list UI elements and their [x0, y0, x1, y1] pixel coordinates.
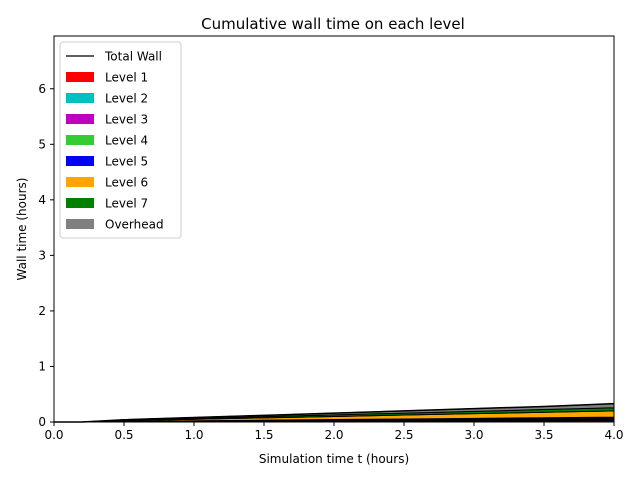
legend-label-total-wall: Total Wall — [104, 50, 162, 64]
x-axis-label: Simulation time t (hours) — [259, 452, 409, 466]
x-tick-label: 1.5 — [254, 428, 273, 442]
x-tick-label: 0.5 — [114, 428, 133, 442]
y-tick-label: 3 — [38, 248, 46, 262]
y-tick-label: 1 — [38, 359, 46, 373]
y-axis-label: Wall time (hours) — [15, 178, 29, 281]
x-axis-ticks: 0.0 0.5 1.0 1.5 2.0 2.5 3.0 3.5 4.0 — [44, 422, 624, 442]
y-tick-label: 5 — [38, 137, 46, 151]
legend-label-level-3: Level 3 — [105, 113, 148, 127]
legend-items: Total Wall Level 1 Level 2 Level 3 Level 4 Le… — [66, 50, 164, 232]
legend-label-level-7: Level 7 — [105, 197, 148, 211]
legend-swatch-level-5 — [66, 156, 94, 166]
x-tick-label: 0.0 — [44, 428, 63, 442]
y-axis-ticks: 0 1 2 3 4 5 6 — [38, 82, 54, 429]
legend-swatch-level-1 — [66, 72, 94, 82]
legend-swatch-overhead — [66, 219, 94, 229]
x-tick-label: 3.0 — [464, 428, 483, 442]
legend-box — [59, 41, 182, 239]
legend-label-overhead: Overhead — [105, 218, 164, 232]
x-tick-label: 1.0 — [184, 428, 203, 442]
legend-label-level-1: Level 1 — [105, 71, 148, 85]
legend-swatch-level-4 — [66, 135, 94, 145]
legend: Total Wall Level 1 Level 2 Level 3 Level 4 Le… — [59, 41, 182, 239]
legend-swatch-level-7 — [66, 198, 94, 208]
legend-label-level-4: Level 4 — [105, 134, 148, 148]
legend-label-level-5: Level 5 — [105, 155, 148, 169]
x-tick-label: 2.5 — [394, 428, 413, 442]
legend-swatch-level-2 — [66, 93, 94, 103]
total-line-layer — [54, 402, 615, 423]
legend-swatch-level-6 — [66, 177, 94, 187]
x-tick-label: 4.0 — [604, 428, 623, 442]
x-tick-label: 3.5 — [534, 428, 553, 442]
legend-label-level-2: Level 2 — [105, 92, 148, 106]
x-tick-label: 2.0 — [324, 428, 343, 442]
total-wall-line — [54, 402, 615, 423]
y-tick-label: 6 — [38, 82, 46, 96]
legend-swatch-level-3 — [66, 114, 94, 124]
y-tick-label: 2 — [38, 304, 46, 318]
chart-title: Cumulative wall time on each level — [201, 15, 465, 33]
y-tick-label: 0 — [38, 415, 46, 429]
legend-label-level-6: Level 6 — [105, 176, 148, 190]
y-tick-label: 4 — [38, 193, 46, 207]
